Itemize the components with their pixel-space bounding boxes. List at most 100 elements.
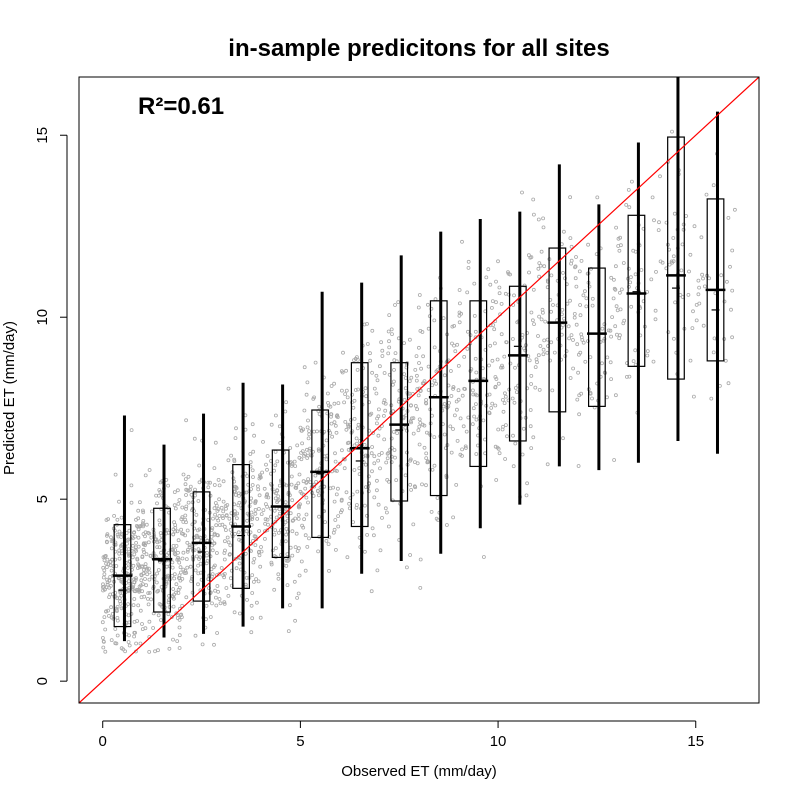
scatter-point [131,563,136,568]
scatter-point [633,348,638,353]
scatter-point [283,539,288,544]
scatter-point [490,358,495,363]
scatter-point [132,597,137,601]
scatter-point [197,463,202,468]
scatter-point [109,568,114,573]
scatter-point [220,522,225,527]
scatter-point [228,528,233,532]
scatter-point [449,394,454,398]
scatter-point [200,642,205,647]
scatter-point [311,396,316,401]
scatter-point [609,377,613,382]
scatter-point [249,496,254,501]
scatter-point [416,393,421,398]
scatter-point [370,526,375,531]
scatter-point [210,601,214,606]
scatter-point [370,445,375,449]
scatter-point [314,479,319,484]
scatter-point [224,586,229,590]
scatter-point [251,475,255,480]
scatter-point [324,438,329,443]
scatter-point [197,549,202,554]
scatter-point [300,523,305,528]
scatter-point [187,545,192,550]
scatter-point [610,315,614,320]
scatter-point [244,529,249,534]
scatter-point [219,505,224,510]
scatter-point [212,642,216,647]
scatter-point [579,332,584,337]
scatter-point [213,588,218,593]
scatter-point [305,380,310,385]
scatter-point [250,468,255,473]
scatter-point [426,460,431,465]
scatter-point [561,436,565,441]
scatter-point [420,422,425,427]
box-plots [112,77,726,642]
scatter-point [377,364,382,369]
scatter-point [466,415,471,420]
scatter-point [451,386,456,391]
scatter-point [629,275,633,280]
scatter-point [211,541,216,546]
scatter-point [147,570,152,575]
scatter-point [571,338,575,342]
scatter-point [339,498,344,503]
scatter-point [633,272,638,277]
scatter-point [404,565,409,570]
scatter-point [568,376,573,380]
scatter-point [103,554,107,559]
scatter-point [187,543,192,548]
scatter-point [221,509,226,514]
scatter-point [471,392,476,397]
scatter-point [329,412,333,417]
scatter-point [529,310,534,315]
scatter-point [402,397,407,402]
scatter-point [503,291,508,296]
scatter-point [614,393,618,398]
scatter-point [569,244,574,249]
scatter-point [107,578,112,583]
scatter-point [502,354,507,359]
scatter-point [177,646,182,650]
scatter-point [233,436,238,441]
scatter-point [258,615,263,620]
scatter-point [537,314,541,319]
scatter-point [237,561,242,566]
scatter-point [579,335,584,340]
scatter-point [503,457,508,461]
scatter-point [408,482,413,487]
scatter-point [473,329,478,334]
scatter-point [500,427,505,432]
y-tick-label: 5 [34,495,51,503]
scatter-point [389,327,394,332]
scatter-point [273,449,278,454]
scatter-point [362,503,367,508]
scatter-point [253,501,258,505]
scatter-point [151,626,156,630]
scatter-point [471,406,476,411]
scatter-point [156,613,161,618]
scatter-point [226,386,231,391]
scatter-point [464,429,469,434]
scatter-point [276,576,281,581]
scatter-point [472,414,477,419]
scatter-point [140,622,144,626]
scatter-point [694,318,699,323]
scatter-point [501,409,506,414]
scatter-point [211,516,215,521]
scatter-point [117,556,122,561]
scatter-point [243,584,248,589]
scatter-point [608,328,613,333]
scatter-point [146,591,151,595]
scatter-point [147,468,152,472]
scatter-point [549,309,553,314]
scatter-point [265,492,270,497]
scatter-point [222,539,227,544]
scatter-point [374,478,379,483]
scatter-point [237,611,242,616]
scatter-point [304,495,309,500]
scatter-point [541,347,546,352]
box-iqr [192,491,211,602]
scatter-point [285,559,290,563]
